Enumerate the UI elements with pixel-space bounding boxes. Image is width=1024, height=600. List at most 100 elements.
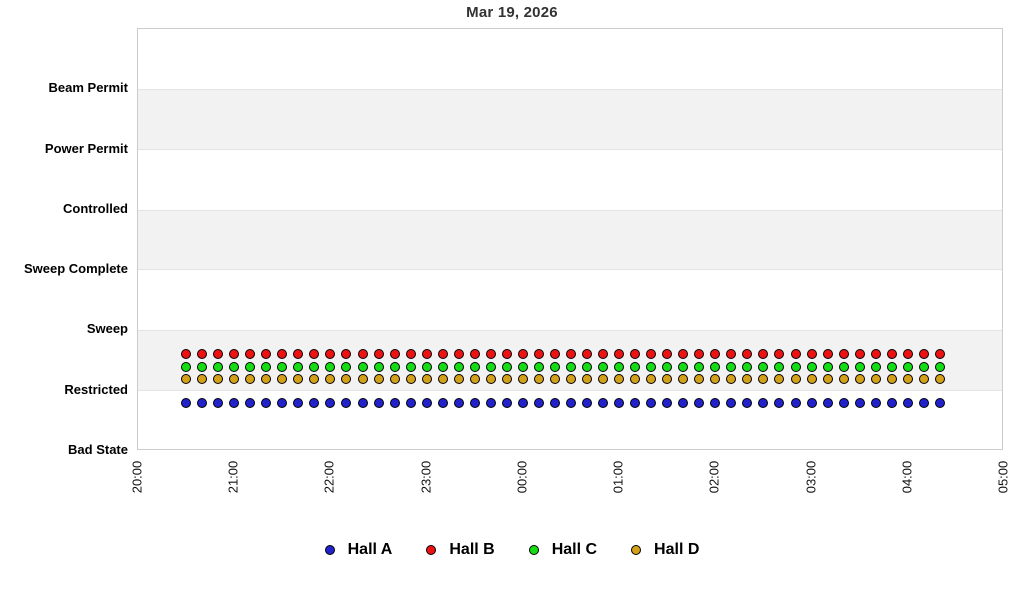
- hall-b-data-point: [389, 348, 400, 359]
- hall-a-data-point: [341, 398, 352, 409]
- hall-c-data-point: [389, 361, 400, 372]
- hall-c-data-point: [245, 361, 256, 372]
- hall-d-data-point: [774, 373, 785, 384]
- y-axis-label: Controlled: [63, 200, 128, 216]
- hall-a-data-point: [598, 398, 609, 409]
- hall-a-data-point: [373, 398, 384, 409]
- hall-c-data-point: [838, 361, 849, 372]
- hall-c-data-point: [742, 361, 753, 372]
- hall-b-data-point: [485, 348, 496, 359]
- hall-a-data-point: [549, 398, 560, 409]
- hall-a-data-point: [197, 398, 208, 409]
- hall-d-data-point: [630, 373, 641, 384]
- hall-c-data-point: [806, 361, 817, 372]
- hall-a-data-point: [213, 398, 224, 409]
- hall-b-data-point: [341, 348, 352, 359]
- hall-a-data-point: [646, 398, 657, 409]
- hall-d-data-point: [293, 373, 304, 384]
- hall-a-data-point: [694, 398, 705, 409]
- hall-d-data-point: [694, 373, 705, 384]
- hall-b-data-point: [245, 348, 256, 359]
- hall-d-data-point: [309, 373, 320, 384]
- hall-a-data-point: [774, 398, 785, 409]
- hall-d-data-point: [469, 373, 480, 384]
- hall-d-data-point: [373, 373, 384, 384]
- hall-c-data-point: [405, 361, 416, 372]
- legend-item-hall-d: Hall D: [631, 541, 699, 559]
- hall-a-data-point: [485, 398, 496, 409]
- hall-d-data-point: [197, 373, 208, 384]
- hall-b-data-point: [726, 348, 737, 359]
- hall-d-data-point: [405, 373, 416, 384]
- hall-d-data-point: [181, 373, 192, 384]
- hall-c-data-point: [934, 361, 945, 372]
- hall-b-data-point: [918, 348, 929, 359]
- legend-label: Hall C: [551, 541, 598, 558]
- hall-d-data-point: [533, 373, 544, 384]
- hall-c-data-point: [485, 361, 496, 372]
- hall-b-data-point: [549, 348, 560, 359]
- hall-d-data-point: [437, 373, 448, 384]
- hall-c-data-point: [822, 361, 833, 372]
- hall-b-data-point: [870, 348, 881, 359]
- hall-a-data-point: [582, 398, 593, 409]
- chart-title: Mar 19, 2026: [466, 4, 558, 21]
- hall-c-data-point: [566, 361, 576, 372]
- hall-c-data-point: [630, 361, 641, 372]
- hall-a-data-point: [261, 398, 272, 409]
- hall-b-data-point: [293, 348, 304, 359]
- legend-item-hall-b: Hall B: [426, 541, 495, 559]
- x-axis-label: 21:00: [225, 460, 241, 494]
- hall-c-data-point: [549, 361, 560, 372]
- hall-c-data-point: [886, 361, 897, 372]
- x-axis-label: 00:00: [514, 460, 530, 494]
- hall-d-data-point: [854, 373, 865, 384]
- hall-a-data-point: [229, 398, 240, 409]
- hall-d-data-point: [758, 373, 769, 384]
- hall-a-data-point: [918, 398, 929, 409]
- hall-c-data-point: [758, 361, 769, 372]
- x-axis-label: 20:00: [129, 460, 145, 494]
- hall-d-data-point: [549, 373, 560, 384]
- hall-d-data-point: [806, 373, 817, 384]
- x-axis-label: 04:00: [899, 460, 915, 494]
- hall-d-data-point: [614, 373, 625, 384]
- hall-b-data-point: [357, 348, 368, 359]
- hall-b-data-point: [373, 348, 384, 359]
- hall-a-data-point: [405, 398, 416, 409]
- hall-b-data-point: [854, 348, 865, 359]
- hall-d-data-point: [325, 373, 336, 384]
- x-axis-label: 03:00: [803, 460, 819, 494]
- legend-label: Hall A: [347, 541, 393, 558]
- hall-a-data-point: [517, 398, 528, 409]
- hall-d-data-point: [245, 373, 256, 384]
- hall-c-data-point: [726, 361, 737, 372]
- hall-c-data-point: [357, 361, 368, 372]
- legend-label: Hall D: [654, 541, 700, 558]
- hall-c-data-point: [517, 361, 528, 372]
- legend-marker-icon: [631, 545, 642, 555]
- hall-d-data-point: [902, 373, 913, 384]
- hall-a-data-point: [437, 398, 448, 409]
- hall-c-data-point: [646, 361, 657, 372]
- hall-b-data-point: [181, 348, 192, 359]
- hall-a-data-point: [293, 398, 304, 409]
- hall-c-data-point: [261, 361, 272, 372]
- hall-d-data-point: [453, 373, 464, 384]
- legend-marker-icon: [426, 545, 437, 555]
- hall-b-data-point: [501, 348, 512, 359]
- hall-d-data-point: [501, 373, 512, 384]
- hall-c-data-point: [229, 361, 240, 372]
- hall-d-data-point: [229, 373, 240, 384]
- hall-d-data-point: [822, 373, 833, 384]
- y-axis-label: Restricted: [64, 381, 128, 397]
- plot-band: [138, 89, 1002, 150]
- hall-d-data-point: [678, 373, 689, 384]
- hall-b-data-point: [662, 348, 673, 359]
- hall-a-data-point: [822, 398, 833, 409]
- y-axis-label: Sweep Complete: [23, 261, 128, 277]
- hall-b-data-point: [678, 348, 689, 359]
- hall-b-data-point: [758, 348, 769, 359]
- hall-d-data-point: [726, 373, 737, 384]
